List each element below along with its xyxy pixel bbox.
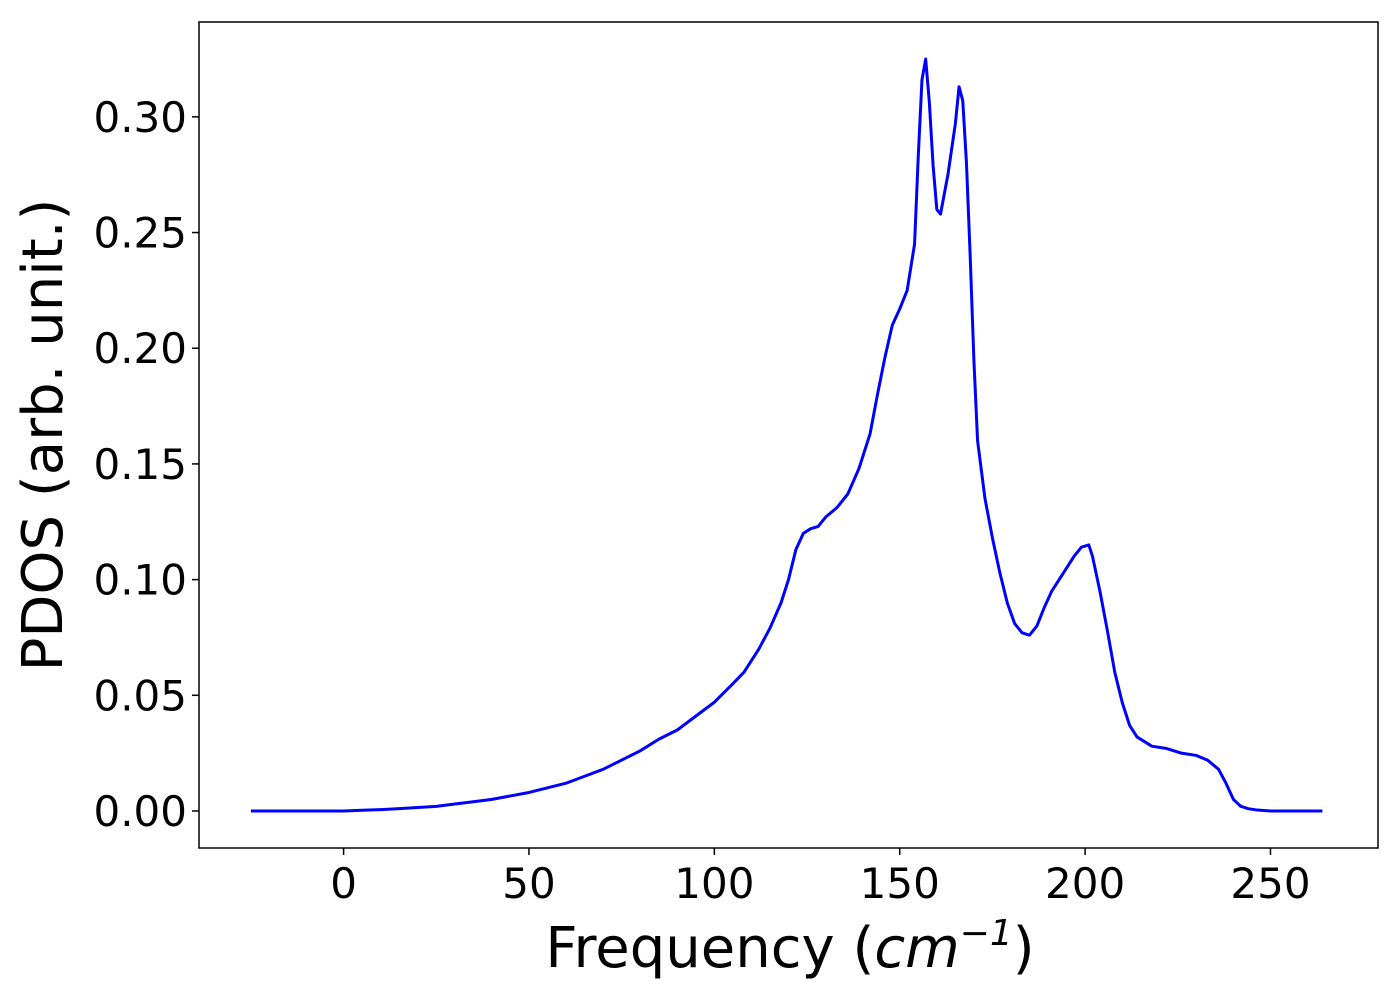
x-axis-ticks: 0 50 100 150 200 250 bbox=[330, 848, 1311, 908]
y-tick-label: 0.10 bbox=[93, 556, 187, 605]
x-tick-label: 150 bbox=[860, 859, 940, 908]
y-tick-label: 0.25 bbox=[93, 209, 187, 258]
x-tick-label: 50 bbox=[502, 859, 555, 908]
y-axis-label: PDOS (arb. unit.) bbox=[11, 199, 76, 672]
y-tick-label: 0.00 bbox=[93, 787, 187, 836]
y-tick-label: 0.30 bbox=[93, 93, 187, 142]
y-tick-label: 0.05 bbox=[93, 671, 187, 720]
x-tick-label: 100 bbox=[674, 859, 754, 908]
plot-area bbox=[250, 57, 1323, 813]
y-tick-label: 0.15 bbox=[93, 440, 187, 489]
x-tick-label: 200 bbox=[1045, 859, 1125, 908]
y-tick-label: 0.20 bbox=[93, 324, 187, 373]
pdos-series-line bbox=[250, 57, 1323, 813]
x-axis-label: Frequency (cm−1) bbox=[545, 913, 1034, 981]
axes-frame bbox=[198, 21, 1379, 849]
x-tick-label: 0 bbox=[330, 859, 357, 908]
x-tick-label: 250 bbox=[1230, 859, 1310, 908]
y-axis-ticks: 0.00 0.05 0.10 0.15 0.20 0.25 0.30 bbox=[93, 93, 199, 836]
